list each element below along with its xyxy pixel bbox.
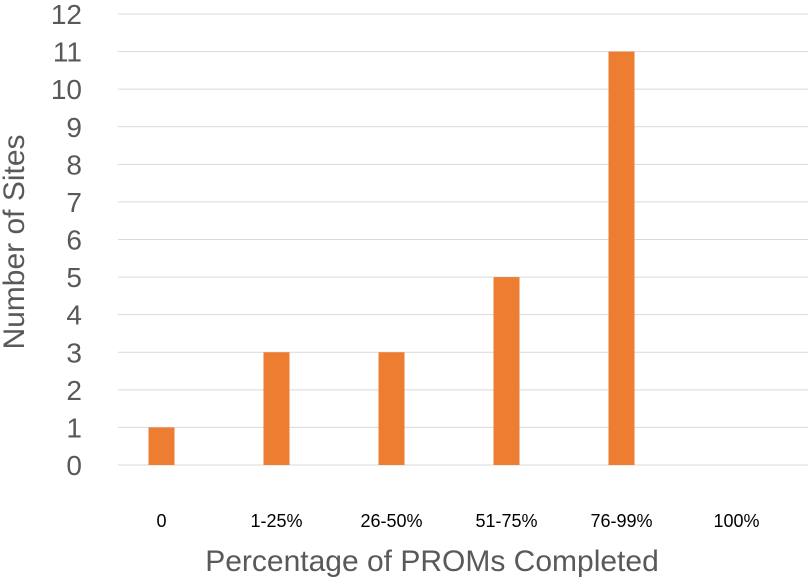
x-tick-label: 76-99% — [590, 511, 652, 531]
gridlines — [118, 13, 808, 466]
y-tick-label: 1 — [66, 412, 82, 443]
x-tick-label: 1-25% — [250, 511, 302, 531]
y-tick-label: 12 — [51, 0, 82, 30]
y-tick-label: 0 — [66, 450, 82, 481]
x-tick-label: 0 — [156, 511, 166, 531]
y-tick-label: 3 — [66, 337, 82, 368]
y-tick-label: 2 — [66, 375, 82, 406]
y-axis-label: Number of Sites — [0, 134, 31, 349]
y-tick-label: 6 — [66, 225, 82, 256]
x-tick-labels: 0 1-25% 26-50% 51-75% 76-99% 100% — [156, 511, 759, 531]
y-tick-label: 10 — [51, 74, 82, 105]
bar-26-50% — [378, 352, 405, 465]
x-tick-label: 51-75% — [475, 511, 537, 531]
y-tick-label: 8 — [66, 149, 82, 180]
bar-51-75% — [493, 277, 520, 465]
bars — [148, 51, 635, 465]
y-tick-label: 7 — [66, 187, 82, 218]
y-tick-label: 9 — [66, 112, 82, 143]
bar-76-99% — [608, 51, 635, 465]
y-tick-label: 11 — [53, 37, 82, 68]
x-tick-label: 100% — [713, 511, 759, 531]
bar-1-25% — [263, 352, 290, 465]
y-tick-label: 5 — [66, 262, 82, 293]
y-tick-label: 4 — [66, 300, 82, 331]
bar-0 — [148, 427, 175, 465]
x-axis-label: Percentage of PROMs Completed — [205, 545, 659, 578]
x-tick-label: 26-50% — [360, 511, 422, 531]
